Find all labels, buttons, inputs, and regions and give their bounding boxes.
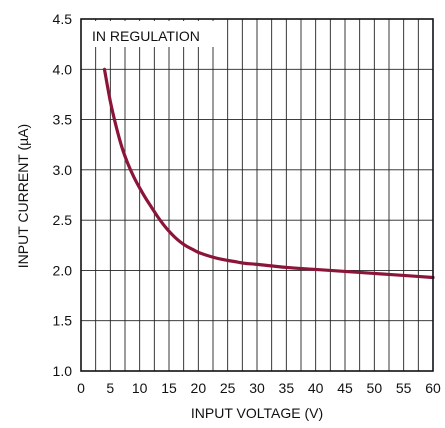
y-tick-label-4: 4.0: [53, 61, 73, 77]
annotation-in-regulation: IN REGULATION: [92, 28, 200, 44]
x-tick-label-45: 45: [337, 380, 353, 396]
x-tick-labels: 0 5 10 15 20 25 30 35 40 45 50 55 60: [77, 380, 441, 396]
grid: [81, 19, 433, 371]
y-tick-label-1: 1.0: [53, 363, 73, 379]
y-tick-label-2: 2.0: [53, 262, 73, 278]
annotation-box: IN REGULATION: [81, 21, 226, 47]
x-tick-label-50: 50: [367, 380, 383, 396]
y-tick-label-4.5: 4.5: [53, 11, 73, 27]
x-tick-label-25: 25: [220, 380, 236, 396]
x-tick-label-20: 20: [191, 380, 207, 396]
x-tick-label-40: 40: [308, 380, 324, 396]
x-tick-label-35: 35: [279, 380, 295, 396]
y-tick-label-2.5: 2.5: [53, 212, 73, 228]
annotation-background: [81, 21, 226, 47]
series-line-0: [102, 67, 435, 280]
plot-frame: [80, 18, 434, 372]
x-tick-label-5: 5: [106, 380, 114, 396]
x-tick-label-10: 10: [132, 380, 148, 396]
y-tick-labels: 1.0 1.5 2.0 2.5 3.0 3.5 4.0 4.5: [53, 11, 73, 379]
x-axis-label: INPUT VOLTAGE (V): [191, 405, 323, 421]
x-tick-label-55: 55: [396, 380, 412, 396]
x-tick-label-30: 30: [249, 380, 265, 396]
y-tick-label-1.5: 1.5: [53, 313, 73, 329]
x-tick-label-0: 0: [77, 380, 85, 396]
series-layer: [102, 67, 435, 280]
x-tick-label-60: 60: [425, 380, 441, 396]
y-tick-label-3: 3.0: [53, 162, 73, 178]
y-axis-label: INPUT CURRENT (µA): [15, 124, 31, 268]
x-tick-label-15: 15: [161, 380, 177, 396]
y-tick-label-3.5: 3.5: [53, 112, 73, 128]
